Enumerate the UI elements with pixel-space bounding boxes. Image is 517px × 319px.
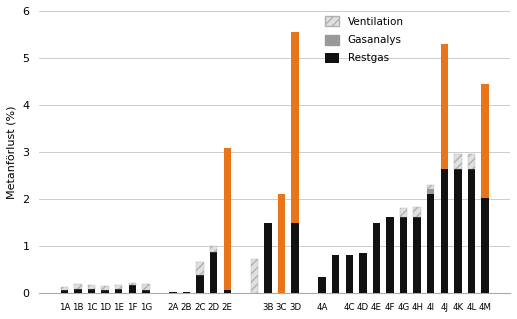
Y-axis label: Metanförlust (%): Metanförlust (%) <box>7 105 17 199</box>
Bar <box>264 223 271 293</box>
Bar <box>60 290 68 293</box>
Bar <box>427 189 434 195</box>
Bar <box>414 217 421 293</box>
Bar <box>196 262 204 275</box>
Bar <box>345 255 353 293</box>
Bar <box>223 290 231 293</box>
Bar <box>454 169 462 293</box>
Bar <box>210 252 217 293</box>
Bar <box>88 285 95 289</box>
Bar <box>251 259 258 293</box>
Bar <box>481 198 489 293</box>
Bar <box>115 289 123 293</box>
Bar <box>142 285 149 290</box>
Bar <box>129 284 136 285</box>
Bar <box>386 217 394 293</box>
Legend: Ventilation, Gasanalys, Restgas: Ventilation, Gasanalys, Restgas <box>325 16 404 63</box>
Bar <box>318 277 326 293</box>
Bar <box>115 285 123 289</box>
Bar <box>74 284 82 289</box>
Bar <box>291 223 299 293</box>
Bar <box>210 246 217 252</box>
Bar <box>440 169 448 293</box>
Bar <box>101 286 109 290</box>
Bar <box>481 84 489 198</box>
Bar <box>400 217 407 293</box>
Bar <box>414 207 421 217</box>
Bar <box>142 290 149 293</box>
Bar <box>291 32 299 223</box>
Bar <box>74 289 82 293</box>
Bar <box>183 292 190 293</box>
Bar <box>359 253 367 293</box>
Bar <box>196 275 204 293</box>
Bar <box>400 208 407 217</box>
Bar <box>468 154 475 169</box>
Bar <box>88 289 95 293</box>
Bar <box>223 148 231 290</box>
Bar <box>427 185 434 189</box>
Bar <box>427 195 434 293</box>
Bar <box>278 195 285 293</box>
Bar <box>129 285 136 293</box>
Bar <box>60 287 68 290</box>
Bar <box>468 169 475 293</box>
Bar <box>332 255 340 293</box>
Bar <box>454 154 462 169</box>
Bar <box>101 290 109 293</box>
Bar <box>373 223 380 293</box>
Bar <box>440 44 448 169</box>
